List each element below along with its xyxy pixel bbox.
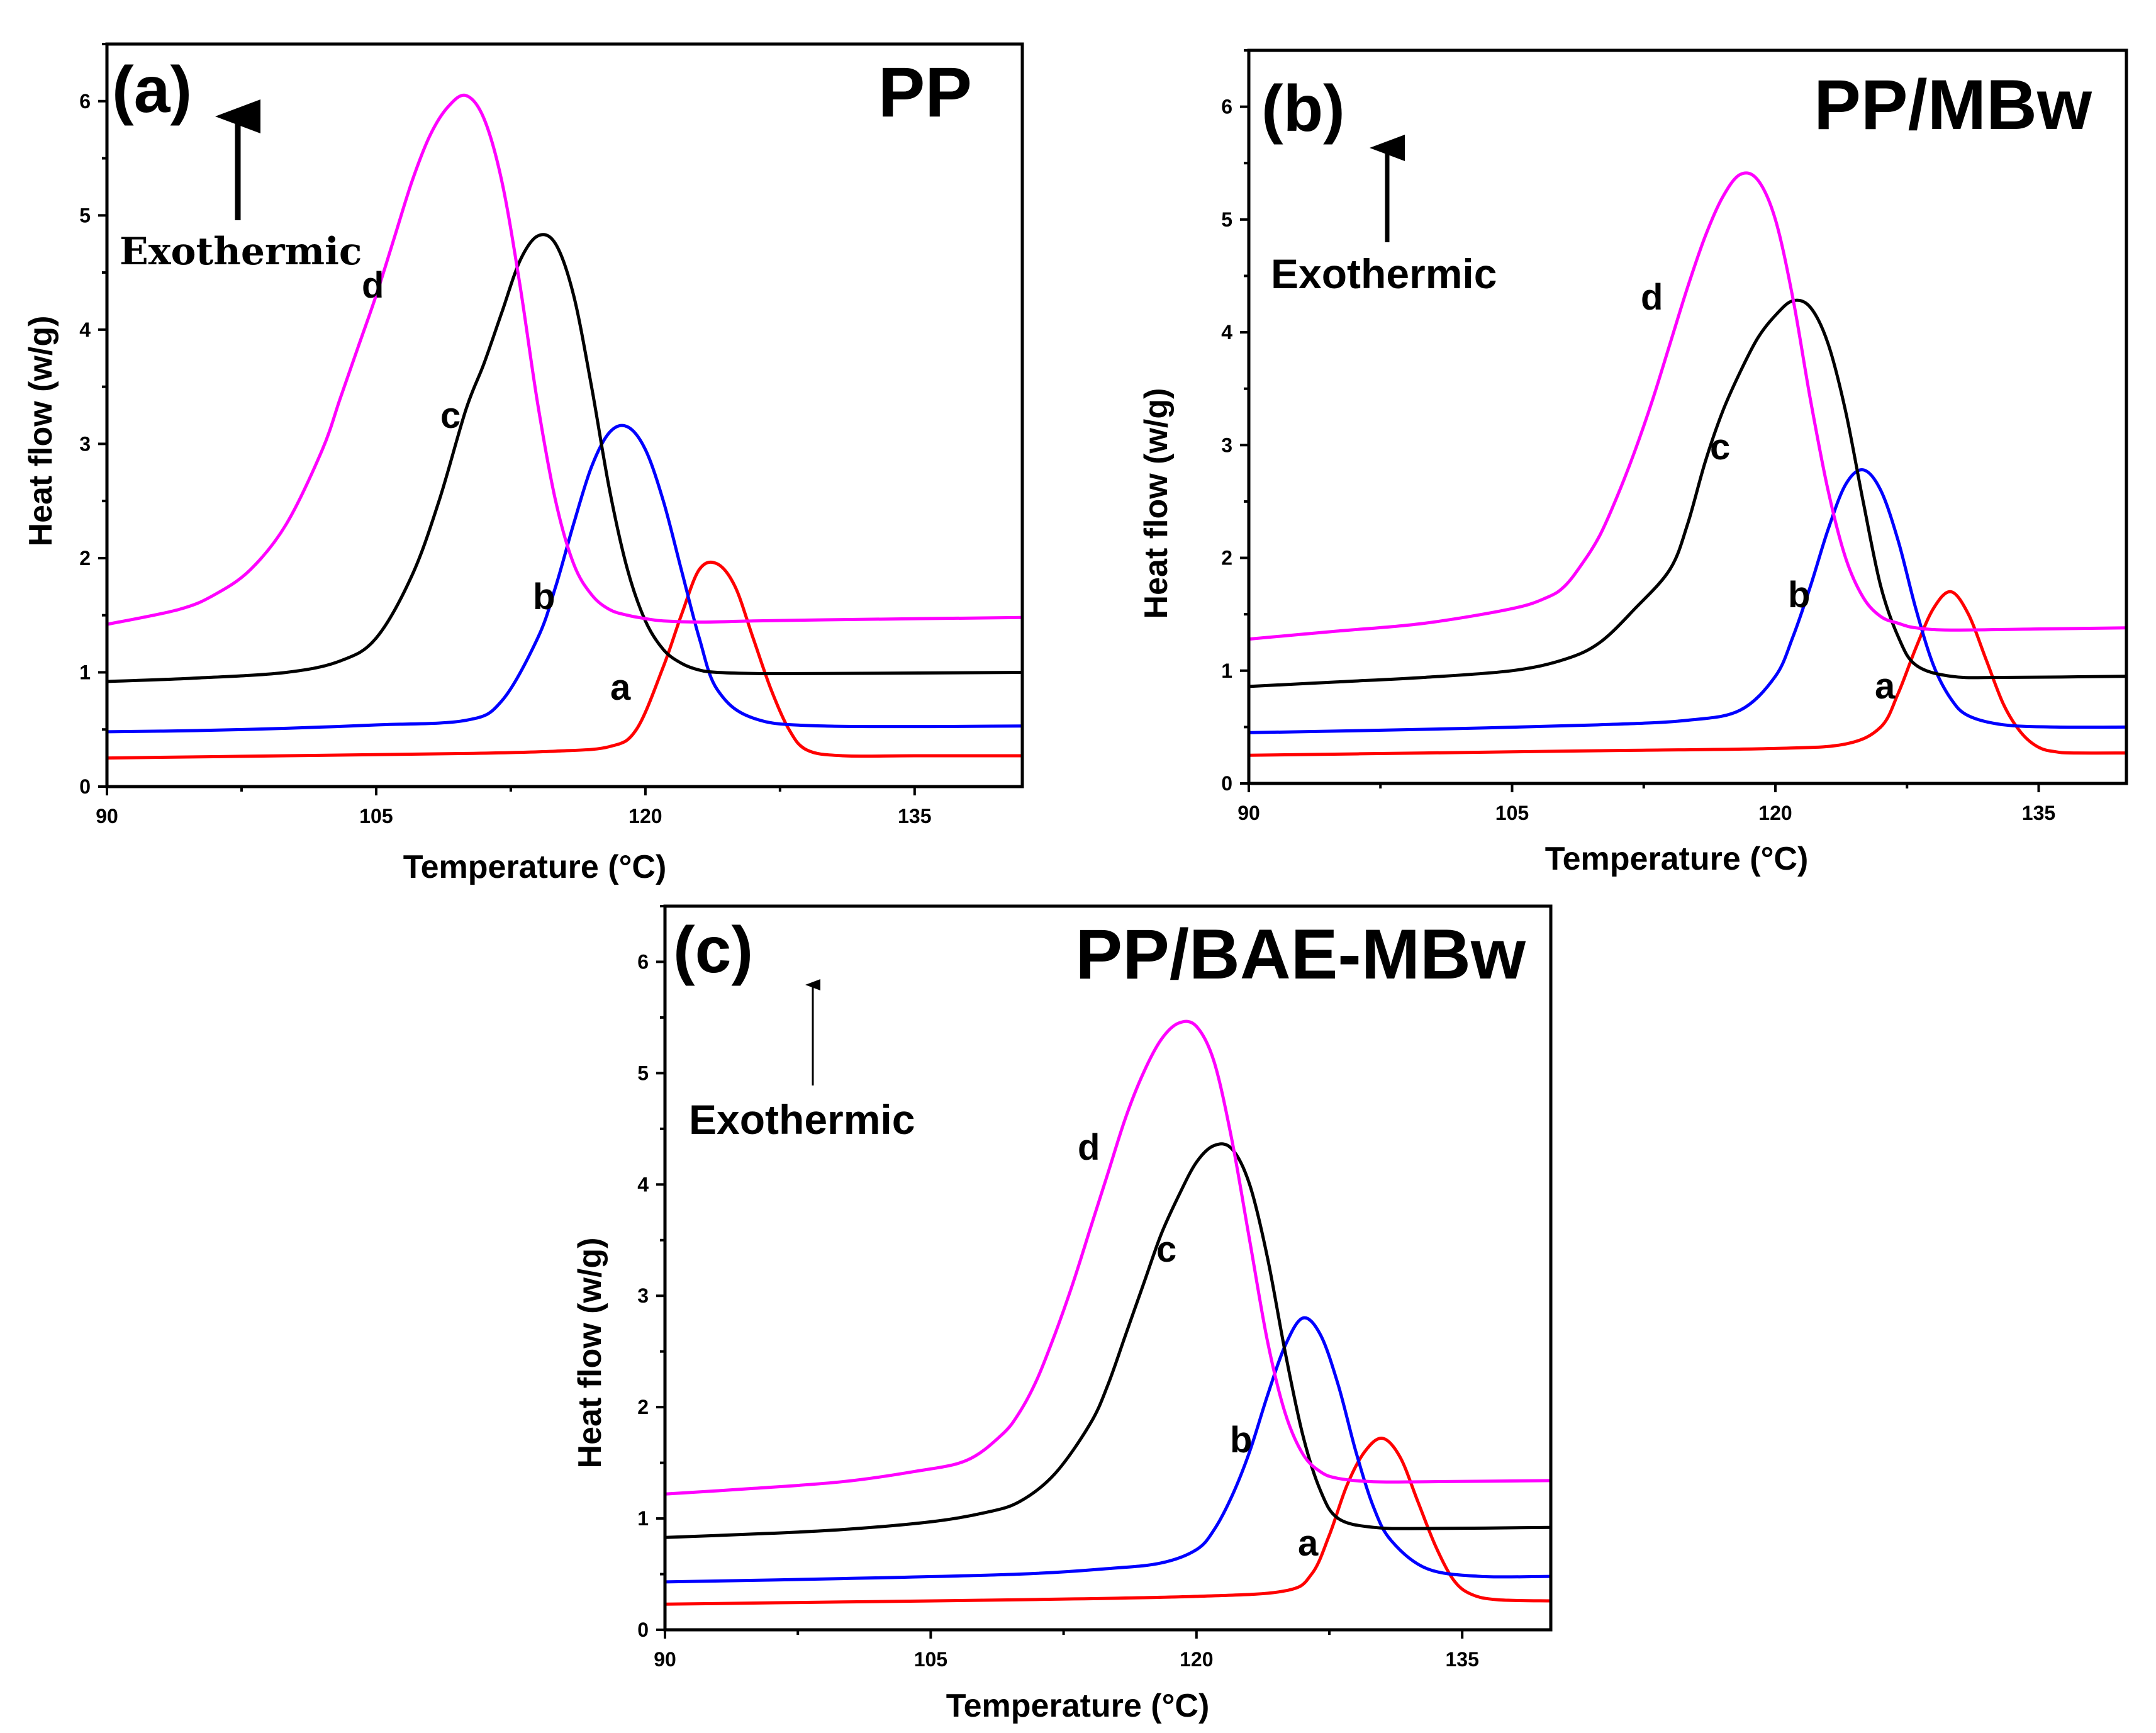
- panel-a-x-tick-label: 120: [628, 805, 662, 827]
- panel-a-title: PP: [878, 53, 972, 132]
- panel-a-y-tick-label: 0: [79, 775, 91, 798]
- panel-c-xlabel: Temperature (°C): [946, 1688, 1210, 1724]
- panel-b-series-c: [1247, 298, 2128, 688]
- panel-c-plot: 90 105 120 135 0 1 2 3 4 5 6: [637, 904, 1553, 1671]
- panel-b-y-tick-label: 6: [1221, 96, 1232, 118]
- panel-a-y-tick-label: 2: [79, 547, 91, 569]
- panel-b-x-tick-label: 105: [1495, 802, 1529, 824]
- panel-c-y-tick-label: 0: [637, 1618, 649, 1641]
- panel-b-series-b: [1247, 468, 2128, 734]
- panel-a-curve-label-c: c: [440, 395, 461, 436]
- panel-c-series-b: [663, 1316, 1553, 1584]
- panel-c-label: (c): [673, 914, 753, 987]
- panel-b-series-a: [1247, 590, 2128, 757]
- panel-b-xlabel: Temperature (°C): [1545, 841, 1809, 877]
- panel-b-ylabel: Heat flow (w/g): [1138, 388, 1175, 619]
- panel-c-y-tick-label: 6: [637, 950, 649, 973]
- panel-a-ylabel: Heat flow (w/g): [23, 316, 59, 547]
- panel-b-title: PP/MBw: [1814, 65, 2092, 144]
- panel-a-xlabel: Temperature (°C): [403, 849, 667, 885]
- panel-b-frame: [1247, 48, 2128, 785]
- panel-a-x-tick-label: 105: [359, 805, 393, 827]
- panel-b-curve-label-b: b: [1788, 575, 1810, 615]
- panel-b-y-tick-label: 2: [1221, 547, 1232, 569]
- panel-a-y-tick-label: 6: [79, 90, 91, 113]
- panel-c-x-tick-label: 90: [654, 1648, 676, 1671]
- panel-b-x-tick-label: 135: [2022, 802, 2055, 824]
- panel-c-curve-label-c: c: [1156, 1229, 1176, 1270]
- panel-b-curve-label-a: a: [1875, 666, 1896, 707]
- panel-b-label: (b): [1261, 72, 1345, 145]
- panel-c-curve-label-d: d: [1078, 1127, 1100, 1168]
- panel-a-y-tick-label: 3: [79, 432, 91, 455]
- panel-a-curve-label-b: b: [533, 576, 555, 617]
- panel-a-series-c: [105, 233, 1024, 683]
- panel-a-curve-label-a: a: [610, 667, 631, 708]
- panel-c-y-tick-label: 5: [637, 1062, 649, 1084]
- panel-b-plot: 90 105 120 135 0 1 2 3 4 5 6: [1221, 48, 2128, 824]
- panel-a-y-tick-label: 4: [79, 318, 91, 341]
- panel-b-series-d: [1247, 171, 2128, 641]
- panel-c-y-tick-label: 3: [637, 1284, 649, 1307]
- panel-a-label: (a): [112, 53, 192, 126]
- panel-c-curve-label-b: b: [1230, 1420, 1252, 1461]
- panel-b-y-tick-label: 1: [1221, 659, 1232, 682]
- panel-b-x-tick-label: 90: [1237, 802, 1260, 824]
- panel-c-series-c: [663, 1142, 1553, 1539]
- panel-a-curve-label-d: d: [362, 265, 384, 306]
- panel-b-y-tick-label: 4: [1221, 321, 1232, 344]
- panel-c-x-tick-label: 105: [914, 1648, 947, 1671]
- panel-a-x-tick-label: 135: [898, 805, 931, 827]
- panel-c-y-tick-label: 2: [637, 1396, 649, 1418]
- panel-b-curve-label-d: d: [1641, 277, 1663, 318]
- panel-a-series-a: [105, 560, 1024, 760]
- panel-b-y-tick-label: 0: [1221, 772, 1232, 795]
- panel-a-exothermic-label: Exothermic: [120, 230, 362, 274]
- panel-a: 90 105 120 135 0 1 2 3 4 5 6 (a) PP Exothermic a b…: [23, 42, 1024, 885]
- panel-c-frame: [663, 904, 1553, 1632]
- panel-c-exothermic-label: Exothermic: [689, 1096, 915, 1143]
- panel-c-title: PP/BAE-MBw: [1075, 915, 1526, 994]
- panel-c-ylabel: Heat flow (w/g): [572, 1238, 608, 1469]
- panel-b-y-tick-label: 3: [1221, 434, 1232, 456]
- panel-a-series-d: [105, 93, 1024, 626]
- panel-c-y-tick-label: 4: [637, 1173, 649, 1196]
- panel-c: 90 105 120 135 0 1 2 3 4 5 6 (c) PP/BAE-MBw Exothe…: [572, 904, 1553, 1724]
- panel-a-frame: [105, 42, 1024, 788]
- panel-a-plot: 90 105 120 135 0 1 2 3 4 5 6: [79, 42, 1024, 827]
- panel-b-y-tick-label: 5: [1221, 208, 1232, 231]
- panel-b: 90 105 120 135 0 1 2 3 4 5 6 (b) PP/MBw Exothermic…: [1138, 48, 2128, 877]
- panel-a-series-b: [105, 423, 1024, 734]
- panel-a-y-tick-label: 1: [79, 661, 91, 683]
- panel-c-y-tick-label: 1: [637, 1507, 649, 1530]
- panel-a-y-tick-label: 5: [79, 204, 91, 227]
- panel-c-curve-label-a: a: [1298, 1523, 1319, 1564]
- panel-c-x-tick-label: 135: [1446, 1648, 1479, 1671]
- panel-c-x-tick-label: 120: [1180, 1648, 1213, 1671]
- panel-a-x-tick-label: 90: [96, 805, 118, 827]
- panel-c-series-d: [663, 1019, 1553, 1496]
- panel-b-curve-label-c: c: [1710, 427, 1730, 468]
- panel-b-exothermic-label: Exothermic: [1271, 250, 1497, 297]
- panel-c-series-a: [663, 1437, 1553, 1606]
- panel-b-x-tick-label: 120: [1758, 802, 1792, 824]
